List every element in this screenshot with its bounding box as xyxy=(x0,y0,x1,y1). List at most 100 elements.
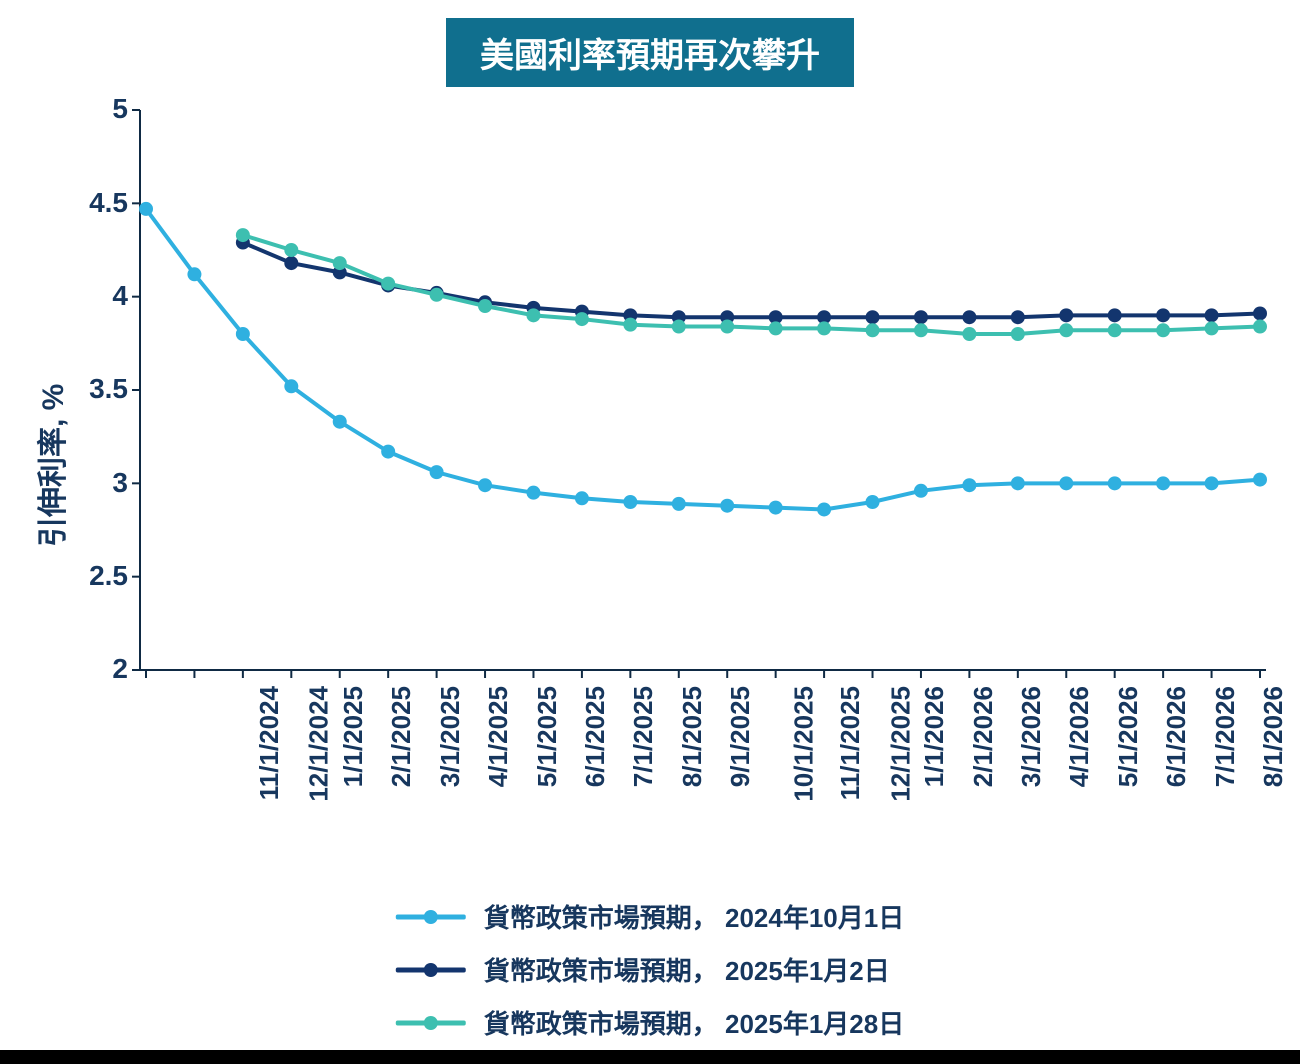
series-marker xyxy=(284,243,298,257)
series-marker xyxy=(284,379,298,393)
chart-legend: 貨幣政策市場預期， 2024年10月1日貨幣政策市場預期， 2025年1月2日貨… xyxy=(396,898,904,1041)
series-marker xyxy=(914,310,928,324)
x-tick-label: 11/1/2024 xyxy=(254,686,285,800)
series-marker xyxy=(381,277,395,291)
x-tick-label: 8/1/2026 xyxy=(1258,686,1289,787)
bottom-bar xyxy=(0,1050,1300,1064)
x-tick-label: 3/1/2026 xyxy=(1016,686,1047,787)
series-marker xyxy=(139,202,153,216)
series-marker xyxy=(866,495,880,509)
series-marker xyxy=(720,320,734,334)
series-marker xyxy=(1253,320,1267,334)
legend-label: 貨幣政策市場預期， 2024年10月1日 xyxy=(484,898,904,935)
series-marker xyxy=(914,484,928,498)
legend-item: 貨幣政策市場預期， 2025年1月2日 xyxy=(396,951,904,988)
y-tick-label: 3 xyxy=(68,467,128,499)
series-marker xyxy=(1011,310,1025,324)
y-axis-label: 引伸利率, % xyxy=(28,383,72,546)
y-tick-label: 2.5 xyxy=(68,560,128,592)
y-tick-label: 4 xyxy=(68,280,128,312)
x-tick-label: 7/1/2025 xyxy=(629,686,660,787)
series-marker xyxy=(720,499,734,513)
series-marker xyxy=(1156,323,1170,337)
series-marker xyxy=(914,323,928,337)
series-marker xyxy=(381,445,395,459)
series-marker xyxy=(430,288,444,302)
chart-plot xyxy=(140,110,1266,670)
series-marker xyxy=(333,256,347,270)
legend-swatch xyxy=(396,958,466,982)
x-tick-label: 5/1/2025 xyxy=(532,686,563,787)
series-marker xyxy=(962,478,976,492)
series-marker xyxy=(478,478,492,492)
series-marker xyxy=(284,256,298,270)
series-marker xyxy=(236,228,250,242)
series-marker xyxy=(1108,476,1122,490)
series-marker xyxy=(672,320,686,334)
series-marker xyxy=(962,310,976,324)
chart-title: 美國利率預期再次攀升 xyxy=(446,18,854,87)
series-marker xyxy=(817,321,831,335)
x-tick-label: 4/1/2025 xyxy=(483,686,514,787)
series-marker xyxy=(526,486,540,500)
y-tick-label: 4.5 xyxy=(68,187,128,219)
series-marker xyxy=(1011,476,1025,490)
x-tick-label: 8/1/2025 xyxy=(677,686,708,787)
chart-container: 美國利率預期再次攀升 引伸利率, % 貨幣政策市場預期， 2024年10月1日貨… xyxy=(0,0,1300,1064)
y-tick-label: 5 xyxy=(68,93,128,125)
x-tick-label: 12/1/2025 xyxy=(885,686,916,802)
x-tick-label: 11/1/2025 xyxy=(835,686,866,800)
series-marker xyxy=(623,495,637,509)
legend-item: 貨幣政策市場預期， 2024年10月1日 xyxy=(396,898,904,935)
series-marker xyxy=(1059,323,1073,337)
x-tick-label: 6/1/2026 xyxy=(1161,686,1192,787)
series-marker xyxy=(1011,327,1025,341)
series-marker xyxy=(769,501,783,515)
series-marker xyxy=(1253,306,1267,320)
series-marker xyxy=(1108,323,1122,337)
series-marker xyxy=(866,310,880,324)
series-marker xyxy=(1205,321,1219,335)
series-marker xyxy=(962,327,976,341)
series-marker xyxy=(623,318,637,332)
series-marker xyxy=(478,299,492,313)
series-marker xyxy=(1205,476,1219,490)
x-tick-label: 2/1/2026 xyxy=(968,686,999,787)
x-tick-label: 10/1/2025 xyxy=(788,686,819,802)
x-tick-label: 4/1/2026 xyxy=(1065,686,1096,787)
x-tick-label: 6/1/2025 xyxy=(580,686,611,787)
series-marker xyxy=(672,497,686,511)
series-line xyxy=(243,243,1260,318)
x-tick-label: 9/1/2025 xyxy=(726,686,757,787)
series-marker xyxy=(1156,476,1170,490)
x-tick-label: 12/1/2024 xyxy=(304,686,335,802)
x-tick-label: 3/1/2025 xyxy=(435,686,466,787)
series-marker xyxy=(1059,476,1073,490)
series-marker xyxy=(526,308,540,322)
legend-item: 貨幣政策市場預期， 2025年1月28日 xyxy=(396,1004,904,1041)
series-marker xyxy=(1108,308,1122,322)
series-marker xyxy=(1059,308,1073,322)
series-marker xyxy=(1156,308,1170,322)
legend-label: 貨幣政策市場預期， 2025年1月2日 xyxy=(484,951,890,988)
series-marker xyxy=(575,491,589,505)
legend-label: 貨幣政策市場預期， 2025年1月28日 xyxy=(484,1004,904,1041)
series-marker xyxy=(1205,308,1219,322)
series-marker xyxy=(817,502,831,516)
x-tick-label: 7/1/2026 xyxy=(1210,686,1241,787)
x-tick-label: 5/1/2026 xyxy=(1113,686,1144,787)
legend-swatch xyxy=(396,905,466,929)
series-marker xyxy=(236,327,250,341)
y-tick-label: 3.5 xyxy=(68,373,128,405)
x-tick-label: 1/1/2026 xyxy=(919,686,950,787)
series-marker xyxy=(333,415,347,429)
y-tick-label: 2 xyxy=(68,653,128,685)
series-marker xyxy=(769,321,783,335)
series-marker xyxy=(430,465,444,479)
series-marker xyxy=(1253,473,1267,487)
series-marker xyxy=(575,312,589,326)
series-marker xyxy=(187,267,201,281)
legend-swatch xyxy=(396,1011,466,1035)
series-marker xyxy=(866,323,880,337)
x-tick-label: 1/1/2025 xyxy=(338,686,369,787)
